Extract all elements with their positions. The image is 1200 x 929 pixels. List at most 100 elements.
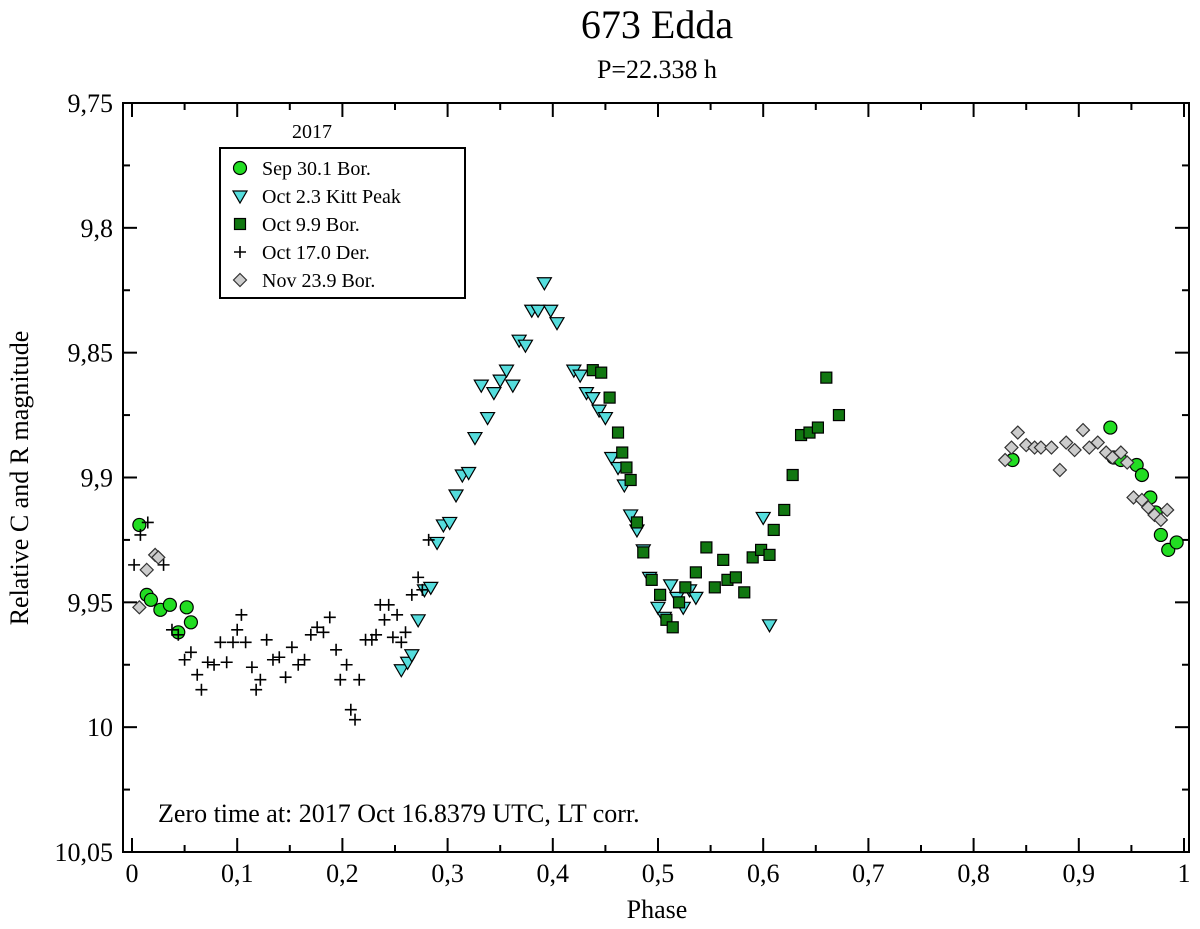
data-point	[250, 683, 263, 696]
data-point	[1075, 422, 1091, 438]
data-point	[393, 664, 410, 678]
x-tick-label: 0,4	[537, 859, 570, 888]
y-tick-label: 10,05	[55, 838, 114, 867]
series-1	[393, 277, 778, 678]
data-point	[391, 608, 404, 621]
data-point	[132, 599, 147, 615]
series-0	[132, 420, 1184, 640]
legend-label-0: Sep 30.1 Bor.	[262, 158, 371, 180]
data-point	[1103, 420, 1118, 435]
data-point	[1134, 467, 1150, 483]
data-point	[624, 473, 637, 487]
legend-box	[219, 147, 466, 299]
x-tick-label: 0,2	[326, 859, 359, 888]
data-point	[235, 608, 248, 621]
data-point	[466, 431, 483, 446]
chart-title: 673 Edda	[581, 2, 733, 47]
data-point	[285, 641, 298, 654]
data-point	[591, 404, 608, 419]
data-point	[1090, 435, 1106, 450]
data-point	[422, 581, 439, 596]
data-point	[344, 703, 357, 716]
data-point	[708, 581, 721, 594]
data-point	[279, 671, 292, 684]
series-2	[586, 364, 846, 634]
legend-marker-0	[232, 160, 248, 176]
data-point	[672, 596, 686, 609]
data-point	[687, 591, 704, 606]
data-point	[399, 626, 412, 639]
data-point	[195, 683, 208, 696]
data-point	[334, 673, 347, 686]
data-point	[1044, 440, 1059, 455]
data-point	[150, 550, 166, 565]
data-point	[660, 613, 673, 626]
data-point	[603, 391, 616, 404]
legend-label-3: Oct 17.0 Der.	[262, 242, 370, 264]
data-point	[616, 446, 629, 459]
legend-label-1: Oct 2.3 Kitt Peak	[262, 186, 401, 208]
data-point	[542, 304, 559, 319]
data-point	[1153, 512, 1169, 528]
data-point	[1058, 435, 1074, 450]
data-point	[1119, 455, 1135, 470]
data-point	[208, 658, 221, 671]
data-point	[184, 646, 197, 659]
x-tick-label: 0,3	[431, 859, 464, 888]
data-point	[220, 656, 233, 669]
data-point	[738, 586, 751, 599]
x-tick-label: 0,7	[852, 859, 885, 888]
data-point	[386, 631, 399, 644]
series-4	[132, 422, 1175, 615]
data-point	[498, 364, 515, 379]
x-tick-label: 0,1	[221, 859, 254, 888]
data-point	[298, 653, 311, 666]
data-point	[820, 371, 833, 384]
data-point	[778, 503, 791, 517]
x-tick-label: 0	[126, 859, 139, 888]
data-point	[403, 649, 420, 663]
data-point	[141, 516, 154, 529]
data-point	[317, 626, 330, 639]
legend-title: 2017	[292, 121, 332, 143]
data-point	[595, 366, 608, 379]
data-point	[226, 636, 239, 649]
y-tick-label: 9,95	[68, 588, 114, 617]
data-point	[755, 511, 772, 526]
y-tick-label: 9,9	[81, 464, 114, 493]
x-tick-label: 0,9	[1063, 859, 1096, 888]
data-point	[786, 468, 799, 482]
data-point	[412, 571, 425, 584]
x-tick-label: 0,5	[642, 859, 675, 888]
data-point	[729, 571, 742, 584]
legend-marker-1	[231, 190, 249, 205]
data-point	[1169, 535, 1184, 550]
data-point	[128, 558, 141, 571]
x-tick-label: 0,6	[747, 859, 780, 888]
data-point	[214, 636, 227, 649]
data-point	[311, 621, 324, 634]
y-tick-label: 9,85	[68, 339, 114, 368]
data-point	[997, 452, 1013, 468]
data-point	[157, 558, 170, 571]
data-point	[239, 636, 252, 649]
data-point	[266, 653, 279, 666]
data-points	[128, 277, 1184, 726]
data-point	[811, 421, 825, 434]
data-point	[382, 598, 395, 611]
data-point	[517, 339, 534, 354]
axis-ticks: 0 0,1 0,2 0,3 0,4 0,5 0,6 0,7 0,8 0,9 1 9,75 9,8 9,85…	[55, 89, 1191, 888]
x-tick-label: 1	[1178, 859, 1191, 888]
data-point	[479, 411, 496, 426]
data-point	[231, 623, 244, 636]
legend-marker-4	[232, 272, 248, 288]
data-point	[1153, 527, 1168, 543]
data-point	[717, 553, 730, 566]
data-point	[165, 623, 178, 636]
y-tick-label: 9,75	[68, 89, 114, 118]
data-point	[649, 601, 667, 616]
data-point	[536, 277, 553, 291]
data-point	[597, 411, 614, 426]
data-point	[178, 653, 191, 666]
data-point	[405, 588, 418, 601]
